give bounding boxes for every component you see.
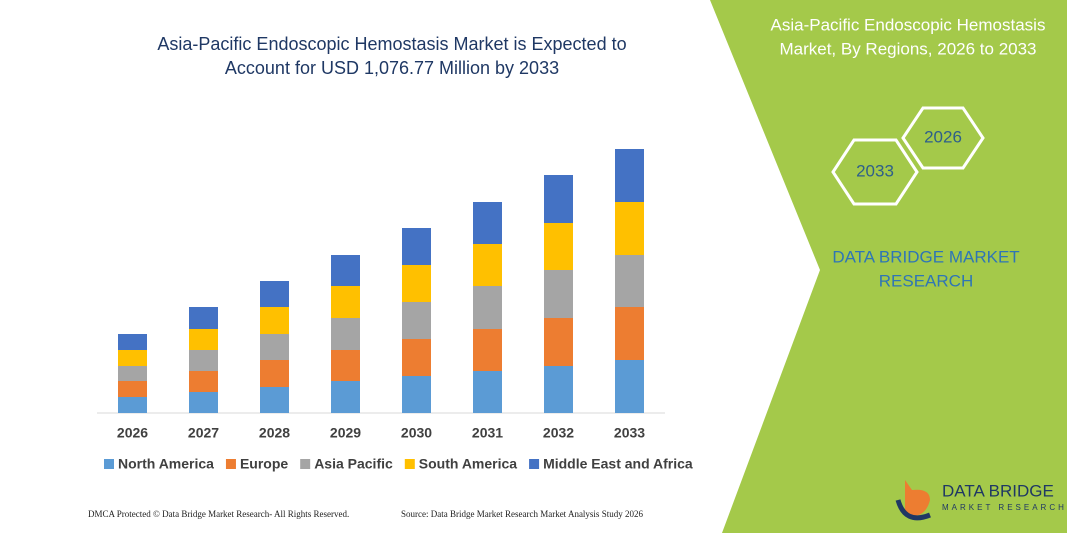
x-tick-label: 2031 (472, 425, 503, 441)
bar-segment (473, 371, 502, 413)
bar-segment (118, 397, 147, 413)
legend-label: Asia Pacific (314, 456, 393, 472)
bar-segment (189, 392, 218, 413)
footer-right: Source: Data Bridge Market Research Mark… (401, 509, 643, 519)
x-tick-label: 2033 (614, 425, 645, 441)
bar-segment (615, 149, 644, 202)
bar-segment (402, 228, 431, 265)
bar-segment (402, 339, 431, 376)
bar-segment (331, 381, 360, 413)
bar-segment (615, 202, 644, 255)
legend-swatch (225, 459, 236, 469)
brand-text: DATA BRIDGE MARKET (832, 247, 1019, 266)
bar-segment (473, 202, 502, 244)
bar-segment (331, 286, 360, 318)
side-title: Market, By Regions, 2026 to 2033 (779, 39, 1036, 58)
bar-segment (473, 329, 502, 371)
bar-segment (260, 281, 289, 307)
bar-segment (189, 329, 218, 350)
x-tick-label: 2028 (259, 425, 290, 441)
logo-tagline: MARKET RESEARCH (942, 503, 1067, 512)
side-panel-bg (710, 0, 1067, 533)
x-tick-label: 2026 (117, 425, 148, 441)
bar-segment (189, 371, 218, 392)
bar-segment (402, 376, 431, 413)
x-tick-label: 2030 (401, 425, 432, 441)
hexagon (901, 106, 985, 170)
x-tick-label: 2032 (543, 425, 574, 441)
bar-segment (615, 307, 644, 360)
legend-swatch (529, 459, 540, 469)
x-tick-label: 2029 (330, 425, 361, 441)
bar-segment (473, 244, 502, 286)
legend-label: Europe (240, 456, 288, 472)
bar-segment (260, 360, 289, 387)
bar-segment (615, 255, 644, 307)
logo-name: DATA BRIDGE (942, 481, 1054, 500)
bar-segment (260, 334, 289, 360)
bar-segment (402, 265, 431, 302)
bar-segment (402, 302, 431, 339)
bar-segment (331, 318, 360, 350)
bar-segment (118, 334, 147, 350)
legend-swatch (104, 459, 114, 469)
bar-segment (189, 350, 218, 371)
bar-segment (331, 255, 360, 286)
bar-segment (615, 360, 644, 413)
bar-segment (118, 350, 147, 366)
legend-label: South America (419, 456, 517, 472)
bar-segment (544, 318, 573, 366)
brand-text: RESEARCH (879, 271, 973, 290)
chart-title: Asia-Pacific Endoscopic Hemostasis Marke… (157, 34, 626, 54)
legend-label: North America (118, 456, 214, 472)
hexagon-label: 2026 (924, 127, 962, 146)
bar-segment (118, 366, 147, 381)
legend-swatch (300, 459, 311, 469)
bar-segment (473, 286, 502, 329)
x-tick-label: 2027 (188, 425, 219, 441)
legend-label: Middle East and Africa (543, 456, 693, 472)
bar-segment (544, 175, 573, 223)
side-title: Asia-Pacific Endoscopic Hemostasis (771, 15, 1046, 34)
footer-left: DMCA Protected © Data Bridge Market Rese… (88, 509, 349, 519)
bar-segment (118, 381, 147, 397)
legend-swatch (404, 459, 415, 469)
logo-icon (895, 499, 931, 521)
bar-segment (331, 350, 360, 381)
bar-segment (189, 307, 218, 329)
hexagon (831, 138, 919, 206)
bar-segment (260, 387, 289, 413)
chart-title: Account for USD 1,076.77 Million by 2033 (225, 58, 559, 78)
logo-icon (905, 480, 930, 516)
bar-segment (544, 366, 573, 413)
bar-segment (260, 307, 289, 334)
hexagon-label: 2033 (856, 161, 894, 180)
bar-segment (544, 223, 573, 270)
bar-segment (544, 270, 573, 318)
